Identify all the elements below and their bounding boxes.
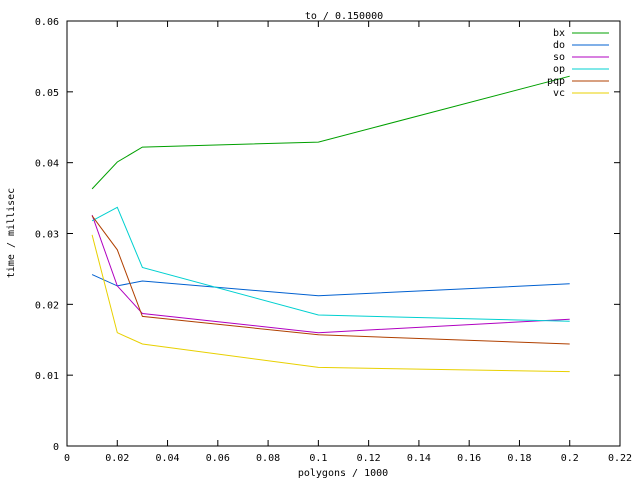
x-tick-label: 0.12 [357,453,381,464]
y-tick-label: 0.06 [35,17,59,28]
series-line-so [91,214,570,334]
legend-label: pqp [547,76,565,87]
y-tick-label: 0.02 [35,300,59,311]
series-lines [91,75,570,373]
x-tick-label: 0.04 [155,453,179,464]
x-tick-label: 0.22 [608,453,632,464]
x-tick-label: 0 [64,453,70,464]
series-line-vc [91,234,570,373]
x-axis: 0 0.02 0.04 0.06 0.08 0.1 0.12 0.14 0.16 0.18 0.2 0… [64,21,632,464]
x-tick-label: 0.02 [105,453,129,464]
y-axis-label: time / millisec [6,188,17,278]
y-tick-label: 0.01 [35,371,59,382]
legend-label: do [553,40,565,51]
series-line-bx [91,75,570,190]
legend-label: bx [553,28,565,39]
x-tick-label: 0.16 [457,453,481,464]
x-tick-label: 0.08 [256,453,280,464]
x-tick-label: 0.2 [561,453,579,464]
legend-label: vc [553,88,565,99]
x-tick-label: 0.1 [309,453,327,464]
y-tick-label: 0.05 [35,88,59,99]
series-line-op [91,206,570,322]
y-tick-label: 0 [53,442,59,453]
x-axis-label: polygons / 1000 [298,468,388,479]
chart-title: to / 0.150000 [305,11,383,22]
y-tick-label: 0.04 [35,159,59,170]
x-tick-label: 0.14 [407,453,431,464]
legend-label: op [553,64,565,75]
y-axis: 0 0.01 0.02 0.03 0.04 0.05 0.06 [35,17,620,453]
series-line-pqp [91,215,570,345]
x-tick-label: 0.06 [206,453,230,464]
legend-label: so [553,52,565,63]
series-line-do [91,274,570,297]
y-tick-label: 0.03 [35,230,59,241]
x-tick-label: 0.18 [507,453,531,464]
